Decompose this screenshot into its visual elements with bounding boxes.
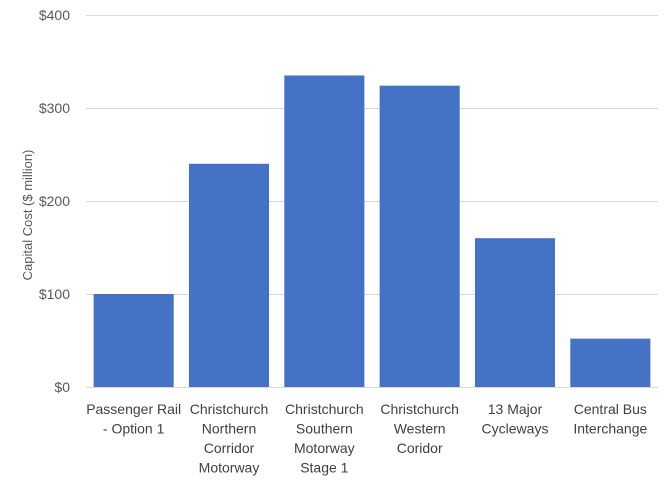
x-category-label-line: Western [394, 421, 446, 437]
bar [93, 294, 174, 387]
y-tick-label: $400 [39, 7, 70, 23]
x-category-label-line: Christchurch [190, 401, 269, 417]
x-category-label-line: Christchurch [285, 401, 364, 417]
y-tick-label: $100 [39, 286, 70, 302]
x-category-label: Central Bus Interchange [573, 401, 647, 437]
x-category-label-line: - Option 1 [103, 421, 165, 437]
x-category-label-line: Coridor [397, 440, 443, 456]
y-axis-ticks: $0 $100 $200 $300 $400 [39, 7, 70, 395]
x-category-label: Passenger Rail - Option 1 [86, 401, 181, 437]
y-tick-label: $200 [39, 193, 70, 209]
x-category-label-line: Motorway [294, 440, 355, 456]
bar [284, 75, 365, 387]
x-category-label-line: Motorway [199, 460, 260, 476]
x-category-label-line: Passenger Rail [86, 401, 181, 417]
bar [474, 238, 556, 387]
x-category-label-line: Interchange [573, 421, 647, 437]
x-category-label-line: 13 Major [488, 401, 543, 417]
x-category-label-line: Cycleways [482, 421, 549, 437]
x-category-label-line: Stage 1 [300, 460, 348, 476]
y-tick-label: $0 [54, 379, 70, 395]
x-category-label: 13 Major Cycleways [482, 401, 549, 437]
gridlines [86, 15, 658, 295]
x-axis-category-labels: Passenger Rail - Option 1 Christchurch Nort… [86, 401, 647, 476]
bar [570, 338, 651, 387]
y-axis-title: Capital Cost ($ million) [20, 150, 35, 281]
bars [93, 75, 651, 388]
x-category-label-line: Corridor [204, 440, 255, 456]
x-category-label-line: Christchurch [380, 401, 459, 417]
bar [379, 85, 460, 388]
x-category-label: Christchurch Western Coridor [380, 401, 459, 456]
y-tick-label: $300 [39, 100, 70, 116]
x-category-label: Christchurch Northern Corridor Motorway [190, 401, 269, 476]
x-category-label-line: Southern [296, 421, 353, 437]
x-category-label-line: Central Bus [574, 401, 647, 417]
x-category-label-line: Northern [202, 421, 256, 437]
x-category-label: Christchurch Southern Motorway Stage 1 [285, 401, 364, 476]
bar [188, 163, 270, 387]
